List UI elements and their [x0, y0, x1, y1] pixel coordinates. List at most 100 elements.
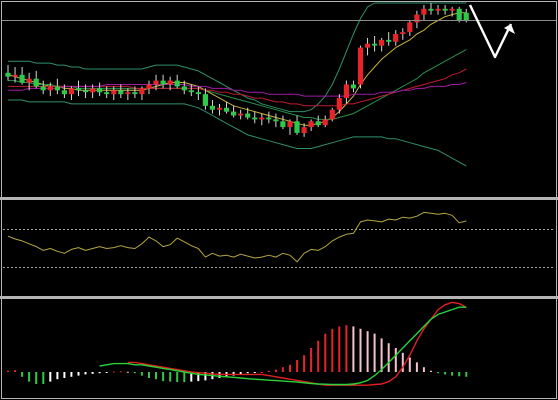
macd-histogram-bar	[331, 328, 334, 372]
candle-body	[125, 92, 131, 95]
candle-body	[68, 88, 74, 95]
candle-body	[308, 121, 314, 128]
macd-histogram-bar	[260, 372, 263, 373]
macd-histogram-bar	[394, 348, 397, 372]
macd-histogram-bar	[197, 372, 200, 382]
candle-body	[273, 119, 279, 122]
candle-body	[153, 80, 159, 85]
signal-line	[99, 306, 467, 386]
macd-histogram-bar	[359, 328, 362, 372]
macd-lines	[99, 301, 467, 386]
candle-body	[54, 86, 60, 91]
candle-body	[294, 121, 300, 133]
candle-body	[12, 74, 18, 77]
macd-histogram-bar	[465, 372, 468, 377]
macd-histogram-bar	[28, 372, 31, 382]
macd-histogram-bar	[49, 372, 52, 382]
candle-body	[463, 12, 469, 21]
trend-arrow-head	[504, 24, 515, 34]
candle-body	[97, 88, 103, 93]
macd-histogram-bar	[239, 372, 242, 375]
candle-body	[139, 88, 145, 95]
macd-histogram-bar	[267, 370, 270, 372]
candle-body	[40, 86, 46, 91]
macd-histogram-bar	[444, 372, 447, 375]
candle-body	[350, 84, 356, 89]
candle-body	[379, 39, 385, 46]
macd-histogram-bar	[148, 372, 150, 378]
candle-body	[160, 80, 166, 85]
macd-histogram-bar	[91, 372, 94, 374]
candle-body	[33, 78, 39, 87]
macd-histogram-bar	[155, 372, 157, 380]
candle-body	[343, 84, 349, 99]
candle-body	[364, 43, 371, 48]
macd-histogram-bar	[352, 326, 355, 372]
macd-histogram-bar	[408, 357, 411, 372]
macd-histogram-bar	[56, 372, 59, 380]
macd-histogram-bar	[84, 372, 87, 375]
candle-body	[209, 105, 215, 110]
candle-body	[428, 8, 434, 11]
macd-histogram-bar	[437, 372, 440, 374]
macd-histogram-bar	[274, 369, 277, 372]
macd-histogram-bar	[112, 371, 115, 373]
candle-body	[315, 121, 321, 126]
candle-body	[252, 117, 258, 120]
candle-body	[104, 92, 110, 95]
candle-body	[329, 109, 335, 120]
macd-histogram-bar	[401, 352, 404, 372]
macd-histogram-bar	[317, 340, 320, 372]
candle-body	[245, 113, 251, 118]
band-line-4	[8, 2, 467, 113]
candle-body	[19, 74, 25, 83]
macd-panel	[7, 301, 468, 386]
candle-body	[456, 8, 462, 21]
candle-body	[259, 117, 265, 120]
ma-extra-line-3	[8, 82, 467, 97]
candle-body	[181, 86, 187, 91]
trend-arrow-line	[468, 4, 513, 59]
macd-histogram-bar	[253, 372, 256, 373]
price-bands	[8, 2, 467, 167]
macd-histogram-bar	[70, 372, 73, 377]
price-candles	[5, 3, 469, 137]
candle-body	[83, 90, 89, 93]
candle-body	[449, 8, 455, 11]
macd-histogram-bar	[183, 372, 186, 383]
macd-histogram	[7, 325, 468, 384]
panel-separator-rsi	[0, 197, 558, 200]
macd-histogram-bar	[98, 372, 101, 374]
macd-histogram-bar	[162, 372, 165, 382]
macd-histogram-bar	[126, 371, 129, 373]
candle-body	[61, 90, 67, 95]
candle-body	[47, 86, 53, 91]
candle-body	[223, 107, 230, 112]
candle-body	[407, 22, 413, 33]
macd-histogram-bar	[281, 367, 284, 372]
macd-histogram-bar	[289, 364, 291, 372]
candle-body	[421, 8, 427, 15]
candle-body	[357, 47, 364, 85]
macd-histogram-bar	[42, 372, 45, 384]
candle-body	[195, 92, 201, 95]
macd-histogram-bar	[345, 325, 348, 372]
macd-histogram-bar	[169, 372, 172, 382]
macd-histogram-bar	[380, 338, 383, 372]
macd-histogram-bar	[430, 370, 432, 372]
macd-histogram-bar	[77, 372, 80, 376]
macd-histogram-bar	[303, 355, 306, 372]
candle-body	[202, 94, 208, 106]
macd-histogram-bar	[140, 372, 143, 376]
candle-body	[26, 78, 32, 83]
macd-histogram-bar	[296, 360, 299, 372]
macd-histogram-bar	[415, 362, 418, 372]
candle-body	[280, 121, 286, 128]
band-line-5	[8, 99, 467, 167]
candle-body	[386, 39, 392, 42]
candle-body	[301, 127, 307, 133]
candle-body	[167, 80, 173, 85]
candle-body	[287, 121, 293, 128]
candle-body	[231, 111, 237, 116]
candle-body	[90, 88, 96, 93]
